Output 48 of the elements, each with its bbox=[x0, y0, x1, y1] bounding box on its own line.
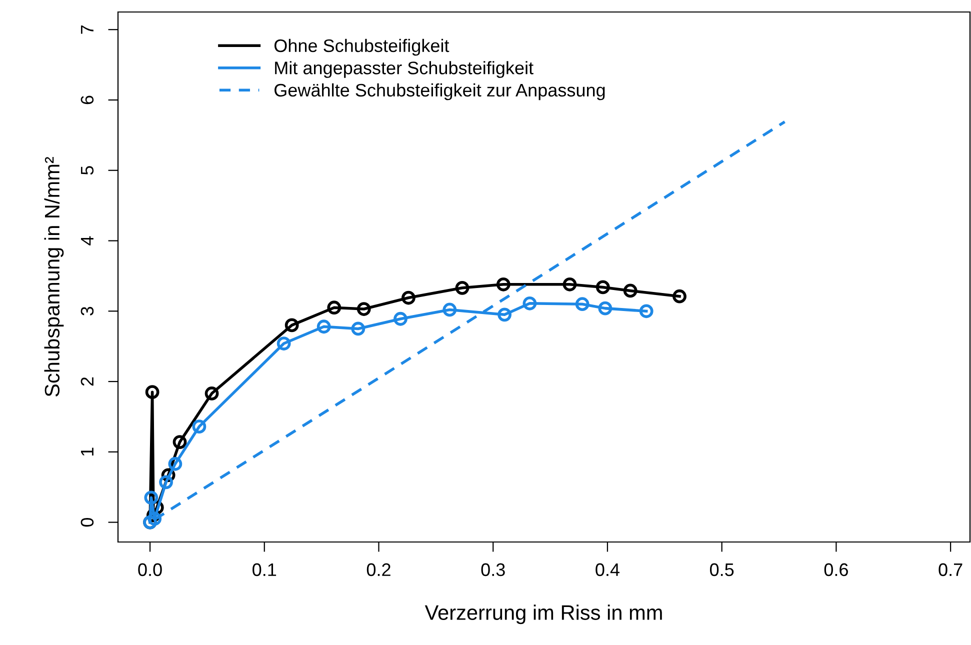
point bbox=[575, 297, 590, 312]
point bbox=[562, 277, 577, 292]
point bbox=[402, 290, 416, 305]
point bbox=[639, 304, 654, 318]
point bbox=[327, 300, 342, 315]
point bbox=[623, 284, 638, 298]
y-tick-label: 5 bbox=[81, 166, 94, 175]
y-tick-label: 0 bbox=[80, 518, 94, 527]
point bbox=[192, 420, 206, 434]
y-tick-label: 6 bbox=[80, 96, 94, 104]
point bbox=[276, 336, 291, 350]
y-tick-label: 7 bbox=[81, 25, 94, 34]
point bbox=[159, 475, 173, 490]
point bbox=[356, 302, 371, 316]
point bbox=[455, 280, 470, 295]
point bbox=[496, 277, 510, 292]
x-tick-label: 0.4 bbox=[596, 563, 620, 576]
point bbox=[442, 302, 457, 317]
point bbox=[144, 490, 158, 505]
point bbox=[172, 435, 187, 449]
y-tick-label: 3 bbox=[80, 306, 94, 316]
x-tick-label: 0.1 bbox=[252, 563, 276, 576]
x-tick-label: 0.0 bbox=[138, 563, 162, 576]
y-axis-title: Schubspannung in N/mm² bbox=[44, 156, 64, 396]
point bbox=[145, 385, 160, 400]
point bbox=[316, 320, 331, 334]
point bbox=[284, 318, 299, 332]
point bbox=[598, 301, 612, 316]
x-tick-label: 0.6 bbox=[824, 563, 848, 576]
point bbox=[498, 308, 512, 322]
legend-label: Gewählte Schubsteifigkeit zur Anpassung bbox=[274, 83, 605, 100]
y-tick-label: 2 bbox=[80, 377, 94, 386]
point bbox=[168, 456, 182, 471]
x-tick-label: 0.3 bbox=[481, 563, 505, 576]
point bbox=[394, 312, 408, 326]
legend-label: Mit angepasster Schubsteifigkeit bbox=[275, 61, 534, 78]
point bbox=[204, 386, 219, 400]
y-tick-label: 1 bbox=[81, 448, 94, 456]
x-axis-title: Verzerrung im Riss in mm bbox=[424, 604, 662, 624]
x-tick-label: 0.7 bbox=[938, 563, 962, 576]
legend-label: Ohne Schubsteifigkeit bbox=[274, 38, 450, 56]
point bbox=[522, 296, 537, 310]
x-tick-label: 0.5 bbox=[710, 563, 734, 576]
x-tick-label: 0.2 bbox=[366, 563, 390, 576]
point bbox=[596, 280, 610, 294]
point bbox=[672, 289, 686, 304]
y-tick-label: 4 bbox=[81, 236, 94, 246]
point bbox=[351, 322, 366, 336]
